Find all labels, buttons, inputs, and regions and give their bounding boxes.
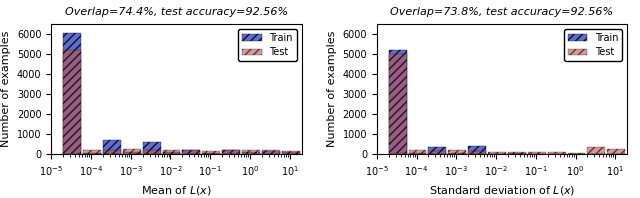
Bar bbox=[448, 150, 466, 154]
Bar bbox=[428, 151, 446, 154]
X-axis label: Mean of $L(x)$: Mean of $L(x)$ bbox=[141, 184, 212, 197]
X-axis label: Standard deviation of $L(x)$: Standard deviation of $L(x)$ bbox=[429, 184, 575, 197]
Bar bbox=[83, 153, 101, 154]
Bar bbox=[408, 150, 426, 154]
Bar bbox=[63, 33, 81, 154]
Bar bbox=[607, 149, 625, 154]
Bar bbox=[163, 152, 180, 154]
Bar bbox=[143, 150, 161, 154]
Bar bbox=[388, 50, 406, 154]
Y-axis label: Number of examples: Number of examples bbox=[1, 31, 12, 147]
Bar bbox=[103, 140, 121, 154]
Bar bbox=[262, 150, 280, 154]
Bar bbox=[282, 152, 300, 154]
Bar bbox=[528, 152, 546, 154]
Legend: Train, Test: Train, Test bbox=[238, 29, 297, 61]
Legend: Train, Test: Train, Test bbox=[564, 29, 622, 61]
Bar bbox=[468, 151, 486, 154]
Bar bbox=[282, 151, 300, 154]
Bar bbox=[182, 150, 200, 154]
Bar bbox=[182, 150, 200, 154]
Bar bbox=[202, 151, 220, 154]
Bar bbox=[222, 150, 240, 154]
Bar bbox=[242, 150, 260, 154]
Bar bbox=[408, 153, 426, 154]
Bar bbox=[488, 152, 506, 154]
Bar bbox=[123, 149, 141, 154]
Bar bbox=[428, 147, 446, 154]
Bar bbox=[388, 54, 406, 154]
Bar bbox=[63, 50, 81, 154]
Y-axis label: Number of examples: Number of examples bbox=[327, 31, 337, 147]
Bar bbox=[163, 150, 180, 154]
Bar bbox=[448, 153, 466, 154]
Bar bbox=[508, 152, 526, 154]
Bar bbox=[468, 146, 486, 154]
Bar bbox=[202, 153, 220, 154]
Bar bbox=[143, 142, 161, 154]
Bar bbox=[103, 150, 121, 154]
Bar bbox=[242, 152, 260, 154]
Bar bbox=[123, 152, 141, 154]
Bar bbox=[262, 151, 280, 154]
Bar bbox=[548, 152, 566, 154]
Bar bbox=[508, 153, 526, 154]
Bar bbox=[568, 153, 586, 154]
Bar bbox=[83, 150, 101, 154]
Bar bbox=[588, 147, 605, 154]
Title: Overlap=74.4%, test accuracy=92.56%: Overlap=74.4%, test accuracy=92.56% bbox=[65, 8, 288, 17]
Title: Overlap=73.8%, test accuracy=92.56%: Overlap=73.8%, test accuracy=92.56% bbox=[390, 8, 614, 17]
Bar bbox=[222, 150, 240, 154]
